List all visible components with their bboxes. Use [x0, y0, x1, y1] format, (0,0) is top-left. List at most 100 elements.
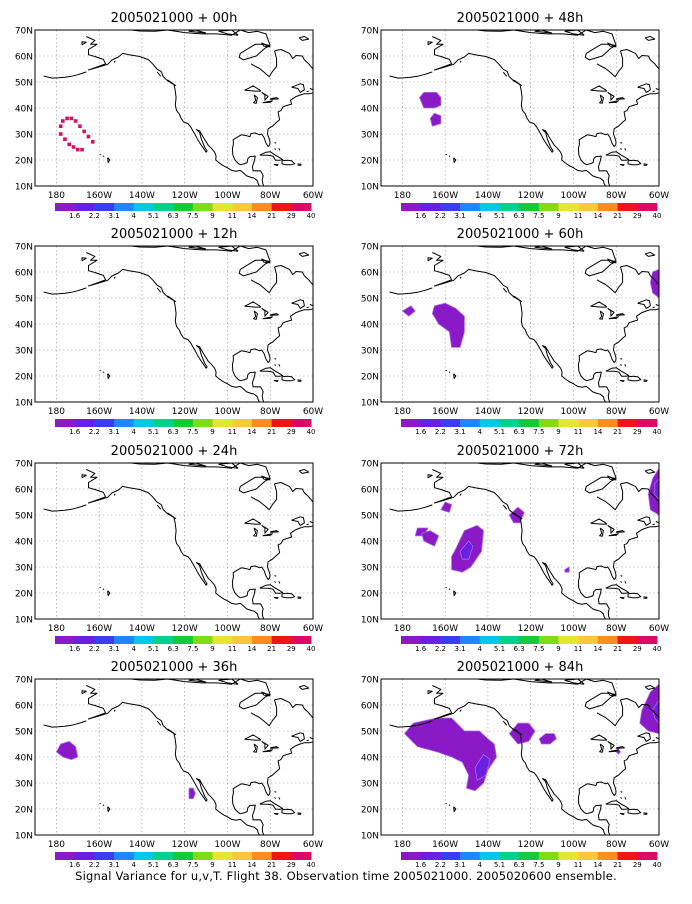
coastline — [389, 720, 433, 728]
lat-tick-label: 20N — [361, 590, 379, 600]
colorbar-swatch — [212, 419, 233, 427]
coastline — [297, 596, 302, 599]
colorbar-label: 7.5 — [187, 645, 198, 653]
colorbar-label: 29 — [633, 861, 642, 869]
colorbar-swatch — [74, 419, 95, 427]
colorbar-label: 4 — [478, 212, 483, 220]
colorbar-label: 1.6 — [69, 645, 81, 653]
figure-caption: Signal Variance for u,v,T. Flight 38. Ob… — [75, 869, 617, 883]
coastline — [261, 475, 271, 481]
colorbar-swatch — [133, 419, 154, 427]
observation-marker — [80, 147, 84, 152]
variance-region — [652, 699, 659, 724]
coastline — [259, 584, 284, 594]
lon-tick-label: 180 — [48, 624, 65, 634]
lat-tick-label: 10N — [15, 183, 33, 193]
colorbar-label: 29 — [287, 861, 296, 869]
variance-region — [188, 787, 196, 799]
lon-tick-label: 60W — [649, 191, 669, 201]
coastline — [188, 30, 207, 34]
colorbar-swatch — [479, 203, 500, 211]
colorbar-swatch — [617, 852, 638, 860]
coastline — [259, 367, 284, 377]
lat-tick-label: 40N — [361, 105, 379, 115]
coastline — [605, 151, 630, 161]
coastline — [459, 493, 462, 496]
colorbar-label: 3.1 — [455, 861, 466, 869]
coastline — [306, 739, 309, 742]
colorbar-label: 21 — [267, 861, 276, 869]
colorbar-swatch — [251, 419, 273, 427]
lat-tick-label: 60N — [361, 486, 379, 496]
colorbar-label: 40 — [653, 212, 662, 220]
coastline — [627, 375, 642, 382]
coastline — [427, 257, 433, 262]
coastline — [278, 364, 281, 367]
lon-tick-label: 160W — [432, 624, 458, 634]
lon-tick-label: 180 — [48, 191, 65, 201]
coastline — [274, 358, 277, 360]
coastline — [81, 690, 87, 695]
lat-tick-label: 10N — [15, 399, 33, 409]
coastline — [534, 463, 553, 467]
colorbar-swatch — [251, 203, 273, 211]
coastline — [620, 358, 623, 360]
coastline — [534, 679, 553, 683]
coastline — [389, 71, 433, 79]
coastline — [291, 732, 305, 742]
observation-marker — [65, 116, 69, 121]
coastline — [652, 306, 655, 309]
lon-tick-label: 100W — [214, 191, 240, 201]
colorbar-swatch — [401, 636, 422, 644]
lon-tick-label: 100W — [214, 840, 240, 850]
colorbar-swatch — [212, 203, 233, 211]
lon-tick-label: 180 — [394, 624, 411, 634]
coastline — [250, 483, 278, 511]
coastline — [620, 49, 659, 70]
coastline — [281, 592, 296, 599]
coastline — [274, 363, 276, 366]
coastline — [615, 530, 625, 533]
coastline — [156, 287, 162, 293]
colorbar-label: 6.3 — [168, 428, 179, 436]
colorbar-swatch — [74, 203, 95, 211]
colorbar-label: 11 — [228, 212, 237, 220]
lat-tick-label: 30N — [15, 131, 33, 141]
coastline — [43, 71, 87, 79]
lat-tick-label: 30N — [361, 347, 379, 357]
coastline — [244, 301, 262, 308]
lat-tick-label: 10N — [361, 832, 379, 842]
colorbar-label: 14 — [247, 212, 256, 220]
coastline — [231, 525, 313, 619]
lon-tick-label: 60W — [303, 624, 323, 634]
coastline — [655, 521, 659, 524]
variance-region — [508, 722, 536, 745]
coastline — [81, 257, 87, 262]
coastline — [261, 258, 271, 264]
coastline — [615, 97, 625, 100]
colorbar-swatch — [74, 852, 95, 860]
coastline — [269, 313, 279, 316]
coastline — [92, 463, 271, 479]
coastline — [102, 804, 105, 807]
lon-tick-label: 120W — [518, 191, 544, 201]
coastline — [599, 310, 604, 320]
coastline — [92, 246, 271, 262]
coastline — [584, 692, 617, 710]
lon-tick-label: 180 — [394, 191, 411, 201]
coastline — [218, 246, 239, 252]
colorbar-swatch — [420, 203, 441, 211]
lon-tick-label: 100W — [560, 407, 586, 417]
coastline — [291, 299, 305, 309]
colorbar-label: 4 — [478, 645, 483, 653]
lat-tick-label: 60N — [15, 269, 33, 279]
map-frame — [34, 245, 314, 403]
colorbar-label: 21 — [613, 428, 622, 436]
colorbar-swatch — [519, 636, 540, 644]
coastline — [655, 737, 659, 740]
colorbar-label: 5.1 — [494, 212, 505, 220]
colorbar-swatch — [637, 636, 658, 644]
coastline — [445, 369, 447, 372]
colorbar-swatch — [153, 852, 174, 860]
lat-tick-label: 70N — [15, 676, 33, 686]
